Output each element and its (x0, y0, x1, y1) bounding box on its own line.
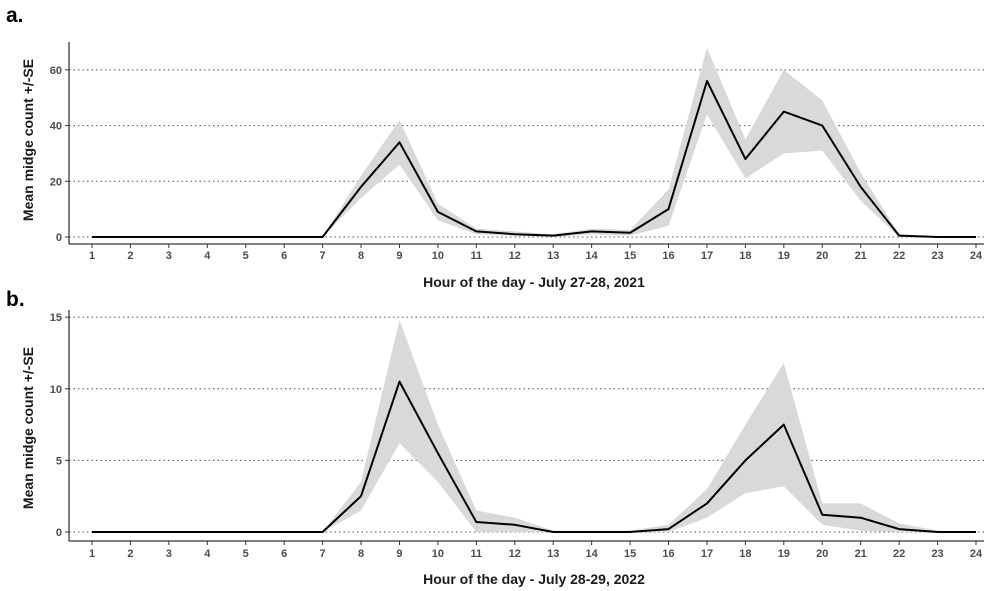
panel-b-y-tick-label: 15 (50, 312, 62, 324)
panel-a-error-band-layer (92, 47, 976, 237)
panel-a-x-tick-label: 4 (204, 250, 211, 262)
panel-a-label: a. (6, 4, 24, 27)
panel-a-x-tick-label: 19 (778, 250, 790, 262)
panel-a-x-tick-label: 15 (624, 250, 636, 262)
panel-a-x-tick-label: 12 (509, 250, 521, 262)
panel-b: b. Mean midge count +/-SE Hour of the da… (6, 288, 984, 587)
panel-a-error-band (92, 47, 976, 237)
panel-b-error-band (92, 320, 976, 532)
panel-b-x-tick-label: 6 (281, 548, 287, 560)
panel-a-x-tick-label: 24 (970, 250, 983, 262)
panel-b-y-tick-label: 0 (56, 527, 62, 539)
panel-b-x-tick-label: 12 (509, 548, 521, 560)
panel-a-x-axis-title: Hour of the day - July 27-28, 2021 (423, 274, 645, 290)
panel-a-mean-line-layer (92, 80, 976, 238)
panel-a-x-tick-label: 8 (358, 250, 364, 262)
panel-b-x-tick-label: 23 (931, 548, 943, 560)
panel-a-x-tick-label: 20 (816, 250, 828, 262)
panel-b-y-tick-label: 5 (56, 455, 62, 467)
panel-a-y-tick-label: 40 (50, 121, 62, 133)
panel-b-x-ticks: 1 2 3 4 5 6 7 8 9 10 11 12 13 14 15 16 17 18 19 20 21 22 23 24 (89, 541, 983, 560)
panel-b-x-tick-label: 9 (396, 548, 402, 560)
panel-b-y-ticks: 0 5 10 15 (50, 312, 69, 539)
panel-a-x-tick-label: 9 (396, 250, 402, 262)
panel-a-y-tick-label: 0 (56, 232, 62, 244)
panel-a-x-tick-label: 23 (931, 250, 943, 262)
panel-b-x-tick-label: 1 (89, 548, 95, 560)
panel-b-x-tick-label: 3 (166, 548, 172, 560)
panel-a-x-tick-label: 14 (586, 250, 599, 262)
panel-b-x-tick-label: 11 (471, 548, 483, 560)
panel-a-mean-line (92, 80, 976, 238)
panel-a-x-tick-label: 7 (320, 250, 326, 262)
panel-b-x-tick-label: 10 (432, 548, 444, 560)
panel-a-y-tick-label: 20 (50, 176, 62, 188)
panel-a-y-axis-title: Mean midge count +/-SE (20, 59, 36, 221)
panel-b-mean-line-layer (92, 380, 976, 533)
panel-a-x-tick-label: 16 (662, 250, 674, 262)
panel-b-label: b. (6, 288, 25, 311)
panel-b-error-band-layer (92, 320, 976, 532)
panel-b-x-tick-label: 2 (127, 548, 133, 560)
panel-a-x-tick-label: 21 (855, 250, 867, 262)
panel-b-x-tick-label: 22 (893, 548, 905, 560)
panel-b-x-tick-label: 8 (358, 548, 364, 560)
panel-b-x-tick-label: 7 (320, 548, 326, 560)
panel-a-x-tick-label: 2 (127, 250, 133, 262)
panel-a-x-tick-label: 22 (893, 250, 905, 262)
panel-b-gridlines (69, 316, 984, 533)
panel-b-x-tick-label: 17 (701, 548, 713, 560)
panel-a-y-tick-label: 60 (50, 65, 62, 77)
panel-b-x-tick-label: 15 (624, 548, 636, 560)
panel-a-x-tick-label: 17 (701, 250, 713, 262)
panel-b-x-axis-title: Hour of the day - July 28-29, 2022 (423, 571, 645, 587)
panel-b-x-tick-label: 16 (662, 548, 674, 560)
panel-b-x-tick-label: 5 (243, 548, 249, 560)
panel-b-x-tick-label: 24 (970, 548, 983, 560)
panel-a-x-tick-label: 1 (89, 250, 95, 262)
panel-a-x-ticks: 1 2 3 4 5 6 7 8 9 10 11 12 13 14 15 16 17 18 19 20 21 22 23 24 (89, 244, 983, 262)
panel-b-x-tick-label: 20 (816, 548, 828, 560)
panel-a: a. Mean midge count +/-SE Hour of the da… (6, 4, 984, 290)
panel-b-y-axis-title: Mean midge count +/-SE (20, 347, 36, 509)
panel-b-x-tick-label: 14 (586, 548, 599, 560)
panel-b-x-tick-label: 13 (547, 548, 559, 560)
panel-b-x-tick-label: 21 (855, 548, 867, 560)
panel-b-axes (68, 310, 984, 542)
panel-a-x-tick-label: 10 (432, 250, 444, 262)
panel-b-y-tick-label: 10 (50, 384, 62, 396)
panel-b-mean-line (92, 380, 976, 533)
panel-a-x-tick-label: 18 (739, 250, 751, 262)
panel-b-x-tick-label: 19 (778, 548, 790, 560)
panel-a-x-tick-label: 6 (281, 250, 287, 262)
panel-a-x-tick-label: 11 (471, 250, 483, 262)
panel-b-x-tick-label: 4 (204, 548, 211, 560)
panel-a-x-tick-label: 5 (243, 250, 249, 262)
panel-b-x-tick-label: 18 (739, 548, 751, 560)
panel-a-axes (68, 42, 984, 245)
panel-a-y-ticks: 0 20 40 60 (50, 65, 69, 244)
panel-a-x-tick-label: 13 (547, 250, 559, 262)
panel-a-x-tick-label: 3 (166, 250, 172, 262)
